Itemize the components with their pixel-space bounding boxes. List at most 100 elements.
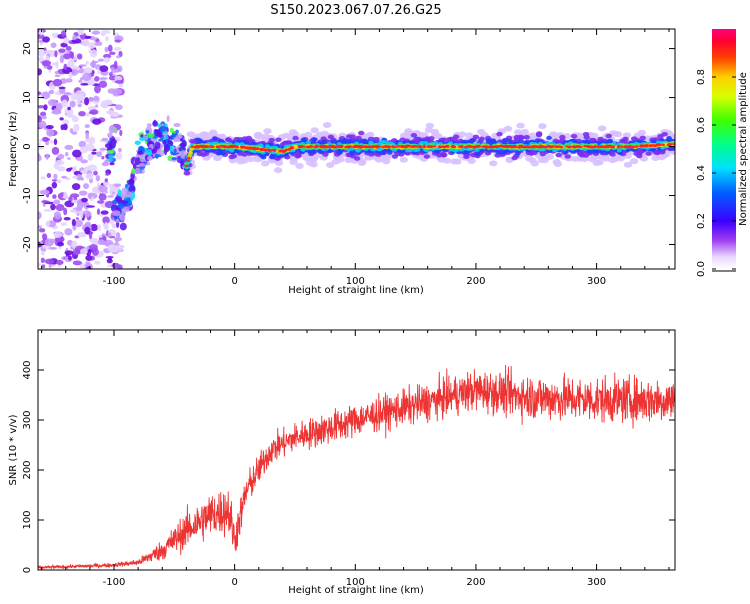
heatmap-cell xyxy=(95,104,99,108)
heatmap-cell xyxy=(555,152,562,158)
heatmap-cell xyxy=(50,42,57,48)
heatmap-cell xyxy=(167,140,172,145)
heatmap-cell xyxy=(349,151,355,156)
heatmap-cell xyxy=(175,129,179,134)
heatmap-cell xyxy=(97,58,105,62)
heatmap-cell xyxy=(107,244,118,253)
heatmap-cell xyxy=(355,135,362,141)
heatmap-cell xyxy=(111,262,120,269)
heatmap-cell xyxy=(233,149,240,154)
heatmap-cell xyxy=(81,197,88,203)
heatmap-cell xyxy=(40,176,46,180)
heatmap-cell xyxy=(415,148,421,152)
heatmap-cell xyxy=(83,67,93,74)
heatmap-cell xyxy=(99,65,109,72)
heatmap-cell xyxy=(47,99,58,107)
heatmap-cell xyxy=(535,131,543,136)
heatmap-cell xyxy=(94,84,101,94)
heatmap-cell xyxy=(112,88,123,95)
heatmap-cell xyxy=(51,62,57,66)
heatmap-cell xyxy=(51,181,58,189)
heatmap-cell xyxy=(275,137,282,143)
heatmap-cell xyxy=(42,115,47,120)
heatmap-cell xyxy=(179,142,186,148)
heatmap-cell xyxy=(104,100,113,106)
heatmap-cell xyxy=(322,121,332,128)
heatmap-cell xyxy=(71,149,82,158)
heatmap-cell xyxy=(55,102,63,111)
heatmap-cell xyxy=(539,151,546,157)
heatmap-cell xyxy=(331,158,341,165)
heatmap-cell xyxy=(295,162,304,169)
heatmap-cell xyxy=(94,76,100,82)
heatmap-cell xyxy=(230,153,238,159)
heatmap-cell xyxy=(39,29,44,36)
heatmap-cell xyxy=(134,140,141,146)
heatmap-cell xyxy=(636,153,643,159)
heatmap-cell xyxy=(503,125,513,132)
heatmap-cell xyxy=(114,39,122,43)
heatmap-cell xyxy=(67,59,75,67)
heatmap-cell xyxy=(39,139,43,143)
heatmap-cell xyxy=(107,149,115,154)
heatmap-cell xyxy=(657,134,664,139)
heatmap-cell xyxy=(145,129,150,134)
heatmap-cell xyxy=(114,80,124,84)
heatmap-cell xyxy=(71,131,78,135)
heatmap-cell xyxy=(305,140,311,145)
heatmap-cell xyxy=(98,193,107,201)
heatmap-cell xyxy=(52,194,57,199)
heatmap-cell xyxy=(88,111,97,115)
heatmap-cell xyxy=(146,161,151,166)
heatmap-cell xyxy=(630,136,638,141)
heatmap-cell xyxy=(82,72,92,81)
heatmap-cell xyxy=(64,228,73,236)
heatmap-cell xyxy=(113,183,122,188)
heatmap-cell xyxy=(268,137,275,143)
heatmap-cell xyxy=(65,78,73,83)
heatmap-cell xyxy=(62,123,68,131)
heatmap-cell xyxy=(115,245,124,252)
heatmap-cell xyxy=(118,84,124,88)
heatmap-cell xyxy=(485,140,492,145)
heatmap-cell xyxy=(549,131,558,138)
heatmap-cell xyxy=(463,139,469,144)
heatmap-cell xyxy=(623,161,633,168)
heatmap-cell xyxy=(102,216,110,224)
heatmap-cell xyxy=(440,137,448,143)
heatmap-cell xyxy=(98,80,108,88)
heatmap-cell xyxy=(137,150,143,156)
heatmap-cell xyxy=(63,207,68,216)
heatmap-cell xyxy=(101,137,109,142)
heatmap-cell xyxy=(559,134,566,140)
heatmap-cell xyxy=(94,260,101,265)
heatmap-cell xyxy=(85,60,89,65)
heatmap-cell xyxy=(359,138,366,143)
heatmap-cell xyxy=(108,154,113,158)
heatmap-cell xyxy=(117,147,122,153)
heatmap-cell xyxy=(119,222,127,231)
heatmap-cell xyxy=(48,247,58,250)
heatmap-cell xyxy=(38,57,45,62)
heatmap-cell xyxy=(56,241,65,247)
heatmap-cell xyxy=(195,137,202,142)
heatmap-cell xyxy=(78,79,83,83)
heatmap-cell xyxy=(116,55,121,59)
heatmap-cell xyxy=(163,143,171,153)
heatmap-cell xyxy=(69,193,80,198)
heatmap-cell xyxy=(89,61,97,68)
heatmap-cell xyxy=(330,139,337,144)
heatmap-cell xyxy=(260,160,270,167)
heatmap-cell xyxy=(179,137,184,142)
heatmap-cell xyxy=(433,141,439,145)
heatmap-cell xyxy=(518,135,526,140)
heatmap-cell xyxy=(546,135,552,140)
heatmap-cell xyxy=(100,210,109,215)
heatmap-cell xyxy=(597,125,607,132)
heatmap-cell xyxy=(104,178,109,183)
heatmap-cell xyxy=(44,49,54,54)
heatmap-cell xyxy=(154,153,159,159)
heatmap-cell xyxy=(122,206,130,213)
heatmap-cell xyxy=(71,240,78,249)
heatmap-cell xyxy=(56,179,62,184)
